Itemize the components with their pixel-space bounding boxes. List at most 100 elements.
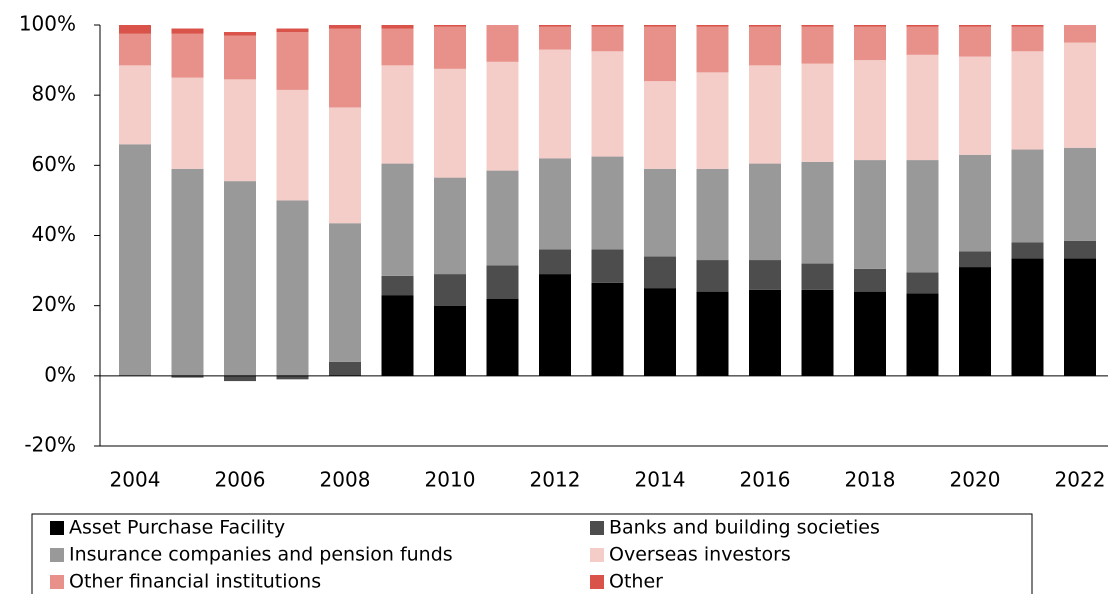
x-tick-label: 2004 xyxy=(110,468,161,492)
bar-segment xyxy=(749,260,781,290)
bar-segment xyxy=(1011,51,1044,150)
bar-segment xyxy=(276,32,309,90)
bar-segment xyxy=(224,181,256,376)
bar-segment xyxy=(959,56,991,155)
bar-segment xyxy=(959,26,991,57)
bar-segment xyxy=(171,375,204,378)
bar-segment xyxy=(434,68,466,178)
bar-segment xyxy=(486,170,519,266)
bar-segment xyxy=(329,361,361,376)
legend: Asset Purchase Facility Banks and buildin… xyxy=(31,513,1033,594)
bar-segment xyxy=(381,25,414,29)
bar-segment xyxy=(329,107,361,224)
bar-segment xyxy=(801,25,834,27)
bar-segment xyxy=(119,144,151,376)
legend-box xyxy=(31,513,1033,594)
bar-segment xyxy=(381,28,414,66)
bar-segment xyxy=(119,33,151,66)
bar-segment xyxy=(119,65,151,145)
bar-segment xyxy=(959,25,991,27)
bar-segment xyxy=(171,33,204,78)
bar-segment xyxy=(591,51,624,157)
bar-segment xyxy=(959,267,991,376)
x-tick-label: 2012 xyxy=(530,468,581,492)
bar-segment xyxy=(906,25,939,27)
legend-label: Asset Purchase Facility xyxy=(69,517,285,539)
bar-segment xyxy=(644,25,676,27)
bar-segment xyxy=(381,295,414,376)
bar-segment xyxy=(276,89,309,201)
legend-label: Insurance companies and pension funds xyxy=(69,544,453,566)
bar-segment xyxy=(959,154,991,252)
legend-label: Banks and building societies xyxy=(609,517,880,539)
bar-segment xyxy=(1011,242,1044,259)
x-tick-label: 2018 xyxy=(845,468,896,492)
bar-segment xyxy=(434,26,466,69)
bar-segment xyxy=(539,49,571,159)
y-tick-label: 40% xyxy=(32,222,76,246)
x-tick-label: 2006 xyxy=(215,468,266,492)
bar-segment xyxy=(854,291,886,376)
legend-swatch xyxy=(590,575,604,589)
bar-segment xyxy=(171,28,204,34)
bar-segment xyxy=(1011,149,1044,243)
bar-segment xyxy=(224,35,256,80)
bar-segment xyxy=(486,265,519,299)
bar-segment xyxy=(224,79,256,182)
bar-segment xyxy=(749,289,781,376)
bar-segment xyxy=(959,251,991,268)
bar-segment xyxy=(801,263,834,290)
bar-segment xyxy=(644,26,676,82)
bar-segment xyxy=(854,160,886,269)
bar-segment xyxy=(854,25,886,27)
bar-segment xyxy=(329,28,361,108)
bar-segment xyxy=(906,26,939,55)
bar-segment xyxy=(171,168,204,376)
bar-segment xyxy=(591,156,624,250)
bar-segment xyxy=(434,305,466,376)
bar-segment xyxy=(854,268,886,292)
bar-segment xyxy=(644,256,676,289)
bar-segment xyxy=(1064,42,1096,148)
legend-label: Other financial institutions xyxy=(69,571,321,593)
bar-segment xyxy=(801,289,834,376)
legend-swatch xyxy=(50,548,64,562)
legend-swatch xyxy=(590,521,604,535)
bar-segment xyxy=(224,375,256,382)
bar-segment xyxy=(696,25,729,27)
bar-segment xyxy=(329,223,361,362)
bar-segment xyxy=(276,28,309,33)
bar-segment xyxy=(539,158,571,250)
bar-segment xyxy=(696,72,729,169)
bar-segment xyxy=(749,25,781,27)
y-tick-label: 20% xyxy=(32,292,76,316)
x-tick-label: 2014 xyxy=(635,468,686,492)
bar-segment xyxy=(539,25,571,27)
bar-segment xyxy=(276,375,309,380)
legend-swatch xyxy=(590,548,604,562)
bar-segment xyxy=(749,163,781,261)
bar-segment xyxy=(381,275,414,296)
x-tick-label: 2016 xyxy=(740,468,791,492)
y-tick-label: 0% xyxy=(44,362,76,386)
bar-segment xyxy=(486,25,519,62)
bar-segment xyxy=(906,272,939,294)
bar-segment xyxy=(1011,25,1044,27)
bar-segment xyxy=(749,26,781,66)
bar-segment xyxy=(801,63,834,162)
bar-segment xyxy=(539,249,571,275)
x-tick-label: 2020 xyxy=(950,468,1001,492)
bar-segment xyxy=(591,282,624,376)
bar-segment xyxy=(1011,258,1044,376)
bar-segment xyxy=(696,291,729,376)
bar-segment xyxy=(1064,258,1096,376)
bar-segment xyxy=(801,26,834,64)
legend-swatch xyxy=(50,575,64,589)
legend-label: Other xyxy=(609,571,663,593)
bar-segment xyxy=(591,25,624,27)
bar-segment xyxy=(1064,240,1096,259)
bar-segment xyxy=(749,65,781,164)
bar-segment xyxy=(486,298,519,376)
y-tick-label: 100% xyxy=(19,12,76,36)
